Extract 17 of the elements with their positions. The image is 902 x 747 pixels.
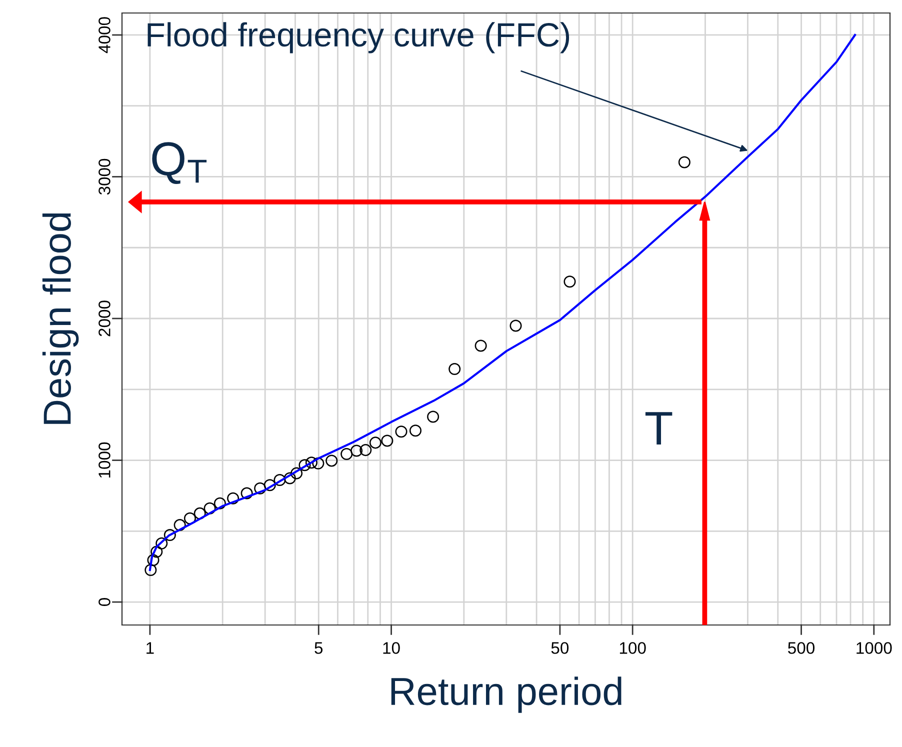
- x-tick-label: 5: [314, 642, 323, 654]
- x-tick-label: 1: [146, 642, 154, 654]
- y-tick-label: 1000: [98, 442, 110, 478]
- x-tick-label: 10: [383, 642, 400, 654]
- y-tick-label: 0: [98, 598, 110, 606]
- annotation: Flood frequency curve (FFC): [148, 22, 570, 54]
- y-tick-label: 4000: [98, 17, 110, 54]
- x-axis-title: Return period: [391, 676, 622, 713]
- x-tick-label: 50: [551, 642, 569, 654]
- y-tick-label: 3000: [98, 158, 110, 195]
- x-tick-label: 500: [788, 642, 815, 654]
- x-tick-label: 100: [620, 642, 646, 654]
- y-tick-label: 2000: [98, 300, 110, 336]
- x-tick-label: 1000: [856, 642, 892, 654]
- ref-line-label: Q$_{T}$: [152, 142, 207, 184]
- y-axis-title: Design flood: [42, 213, 79, 424]
- ref-line-label: T: [645, 412, 672, 445]
